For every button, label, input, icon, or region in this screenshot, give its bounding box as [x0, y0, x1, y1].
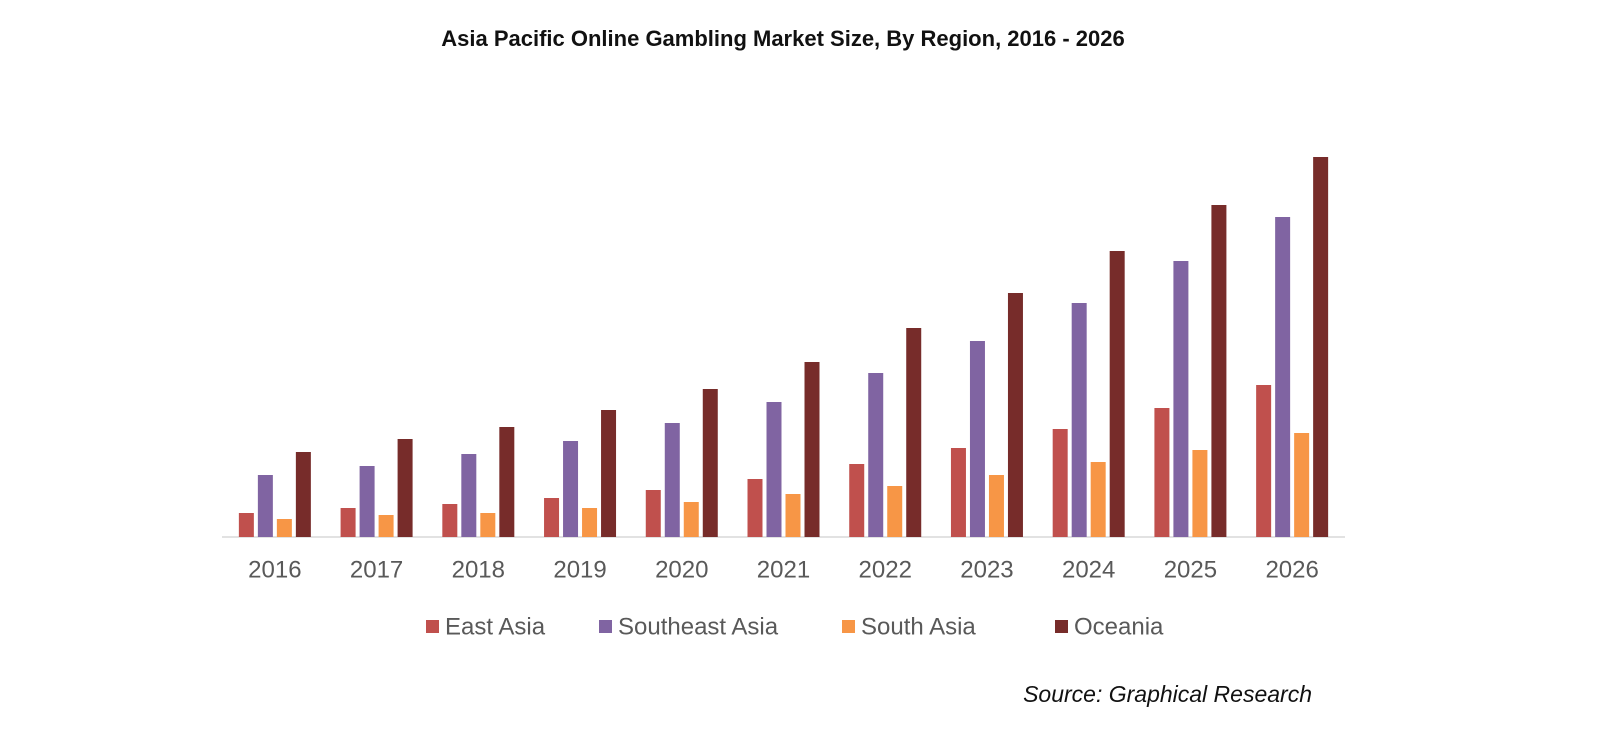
legend-swatch	[1055, 620, 1068, 633]
bar	[1211, 205, 1227, 537]
bar	[238, 513, 254, 537]
x-tick-label: 2022	[859, 556, 912, 583]
x-tick-label: 2024	[1062, 556, 1115, 583]
x-tick-label: 2023	[960, 556, 1013, 583]
bar	[664, 423, 680, 537]
bar	[442, 504, 458, 537]
source: Source: Graphical Research	[1023, 681, 1312, 707]
legend-label: South Asia	[861, 613, 976, 640]
bar	[378, 515, 394, 537]
legend-swatch	[426, 620, 439, 633]
bar	[1090, 462, 1106, 537]
bar	[499, 427, 515, 537]
bar	[1192, 450, 1208, 537]
bar	[359, 466, 375, 537]
bar	[295, 452, 311, 537]
legend-swatch	[599, 620, 612, 633]
bar	[1313, 157, 1329, 537]
legend-label: East Asia	[445, 613, 546, 640]
bar	[461, 454, 477, 537]
x-tick-label: 2020	[655, 556, 708, 583]
bar	[1275, 217, 1291, 537]
bar	[849, 464, 865, 537]
bar	[766, 402, 782, 537]
chart-title: Asia Pacific Online Gambling Market Size…	[441, 26, 1124, 51]
x-tick-label: 2017	[350, 556, 403, 583]
bar	[1256, 385, 1272, 537]
x-tick-label: 2018	[452, 556, 505, 583]
bar	[785, 494, 801, 537]
bar	[601, 410, 617, 537]
x-tick-label: 2021	[757, 556, 810, 583]
bar	[563, 441, 579, 537]
bar	[582, 508, 598, 537]
bar	[257, 475, 273, 537]
x-tick-label: 2025	[1164, 556, 1217, 583]
bar	[702, 389, 718, 537]
bar	[480, 513, 496, 537]
bar	[397, 439, 413, 537]
legend-label: Southeast Asia	[618, 613, 779, 640]
bar	[1071, 303, 1087, 537]
bar	[988, 475, 1004, 537]
legend-swatch	[842, 620, 855, 633]
bar	[544, 498, 560, 537]
bar	[1109, 251, 1125, 537]
x-tick-label: 2016	[248, 556, 301, 583]
bar	[1007, 293, 1023, 537]
bar	[1173, 261, 1189, 537]
bar	[1052, 429, 1068, 537]
bar	[868, 373, 884, 537]
bar	[887, 486, 903, 537]
bar	[683, 502, 699, 537]
bar	[1154, 408, 1170, 537]
bar	[950, 448, 966, 537]
bar	[340, 508, 356, 537]
bar	[1294, 433, 1310, 537]
x-tick-label: 2019	[553, 556, 606, 583]
bar	[645, 490, 661, 537]
bar	[804, 362, 820, 537]
bar	[906, 328, 922, 537]
x-tick-label: 2026	[1265, 556, 1318, 583]
bar	[747, 479, 763, 537]
legend-label: Oceania	[1074, 613, 1164, 640]
bar	[276, 519, 292, 537]
bar	[969, 341, 985, 537]
